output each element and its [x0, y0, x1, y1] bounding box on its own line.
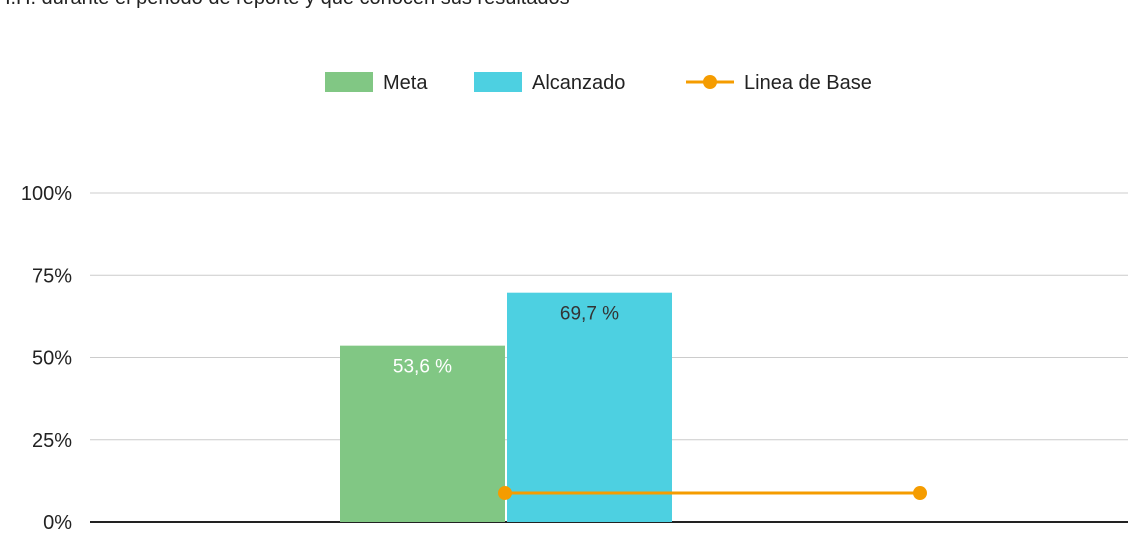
line-point [913, 486, 927, 501]
legend-swatch [325, 72, 373, 92]
line-point [498, 486, 512, 501]
legend-label: Meta [383, 72, 428, 94]
bar [340, 345, 505, 522]
legend-swatch [474, 72, 522, 92]
chart-title: H.H. durante el periodo de reporte y que… [0, 0, 570, 9]
data-label: 53,6 % [393, 357, 452, 378]
y-tick-label: 75% [32, 265, 72, 287]
y-tick-label: 0% [43, 512, 72, 534]
legend-dot [703, 75, 717, 89]
bar [507, 292, 672, 522]
data-label: 69,7 % [560, 304, 619, 325]
legend-label: Linea de Base [744, 72, 872, 94]
y-tick-label: 25% [32, 430, 72, 452]
legend-label: Alcanzado [532, 72, 625, 94]
y-tick-label: 50% [32, 348, 72, 370]
y-tick-label: 100% [21, 183, 72, 205]
